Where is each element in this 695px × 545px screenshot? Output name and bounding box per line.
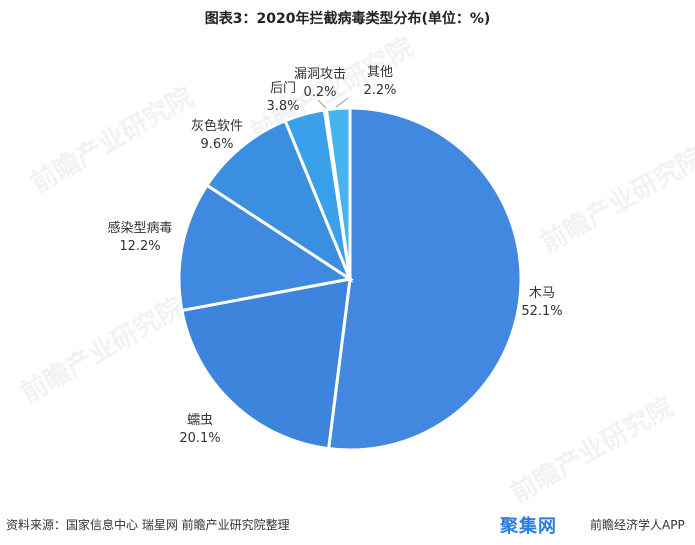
pie-slice-0: [326, 106, 523, 452]
slice-category-label-5: 漏洞攻击: [294, 66, 346, 82]
pie-slice-1: [180, 277, 352, 451]
footer-app-label: 前瞻经济学人APP: [590, 518, 685, 532]
slice-category-label-0: 木马: [529, 286, 555, 301]
chart-title: 图表3：2020年拦截病毒类型分布(单位：%): [204, 11, 491, 27]
slice-category-label-6: 其他: [367, 65, 393, 80]
pie-slice-3: [204, 118, 354, 283]
slice-value-label-5: 0.2%: [303, 85, 336, 100]
leader-line-1: [335, 97, 349, 108]
slice-value-label-6: 2.2%: [363, 83, 396, 98]
slice-category-label-2: 感染型病毒: [107, 220, 172, 236]
source-note: 资料来源：国家信息中心 瑞星网 前瞻产业研究院整理: [6, 518, 290, 532]
slice-value-label-0: 52.1%: [521, 304, 562, 319]
slice-category-label-3: 灰色软件: [191, 118, 243, 134]
leader-line-0: [317, 99, 327, 109]
slice-value-label-2: 12.2%: [119, 239, 160, 254]
pie-slice-2: [177, 183, 354, 313]
slice-category-label-1: 蠕虫: [187, 413, 213, 428]
slice-category-label-4: 后门: [270, 81, 296, 96]
pie-slice-6: [324, 106, 352, 280]
slice-value-label-4: 3.8%: [266, 99, 299, 114]
footer-logo: 聚集网: [500, 516, 557, 537]
slice-value-label-1: 20.1%: [179, 431, 220, 446]
slice-value-label-3: 9.6%: [200, 137, 233, 152]
